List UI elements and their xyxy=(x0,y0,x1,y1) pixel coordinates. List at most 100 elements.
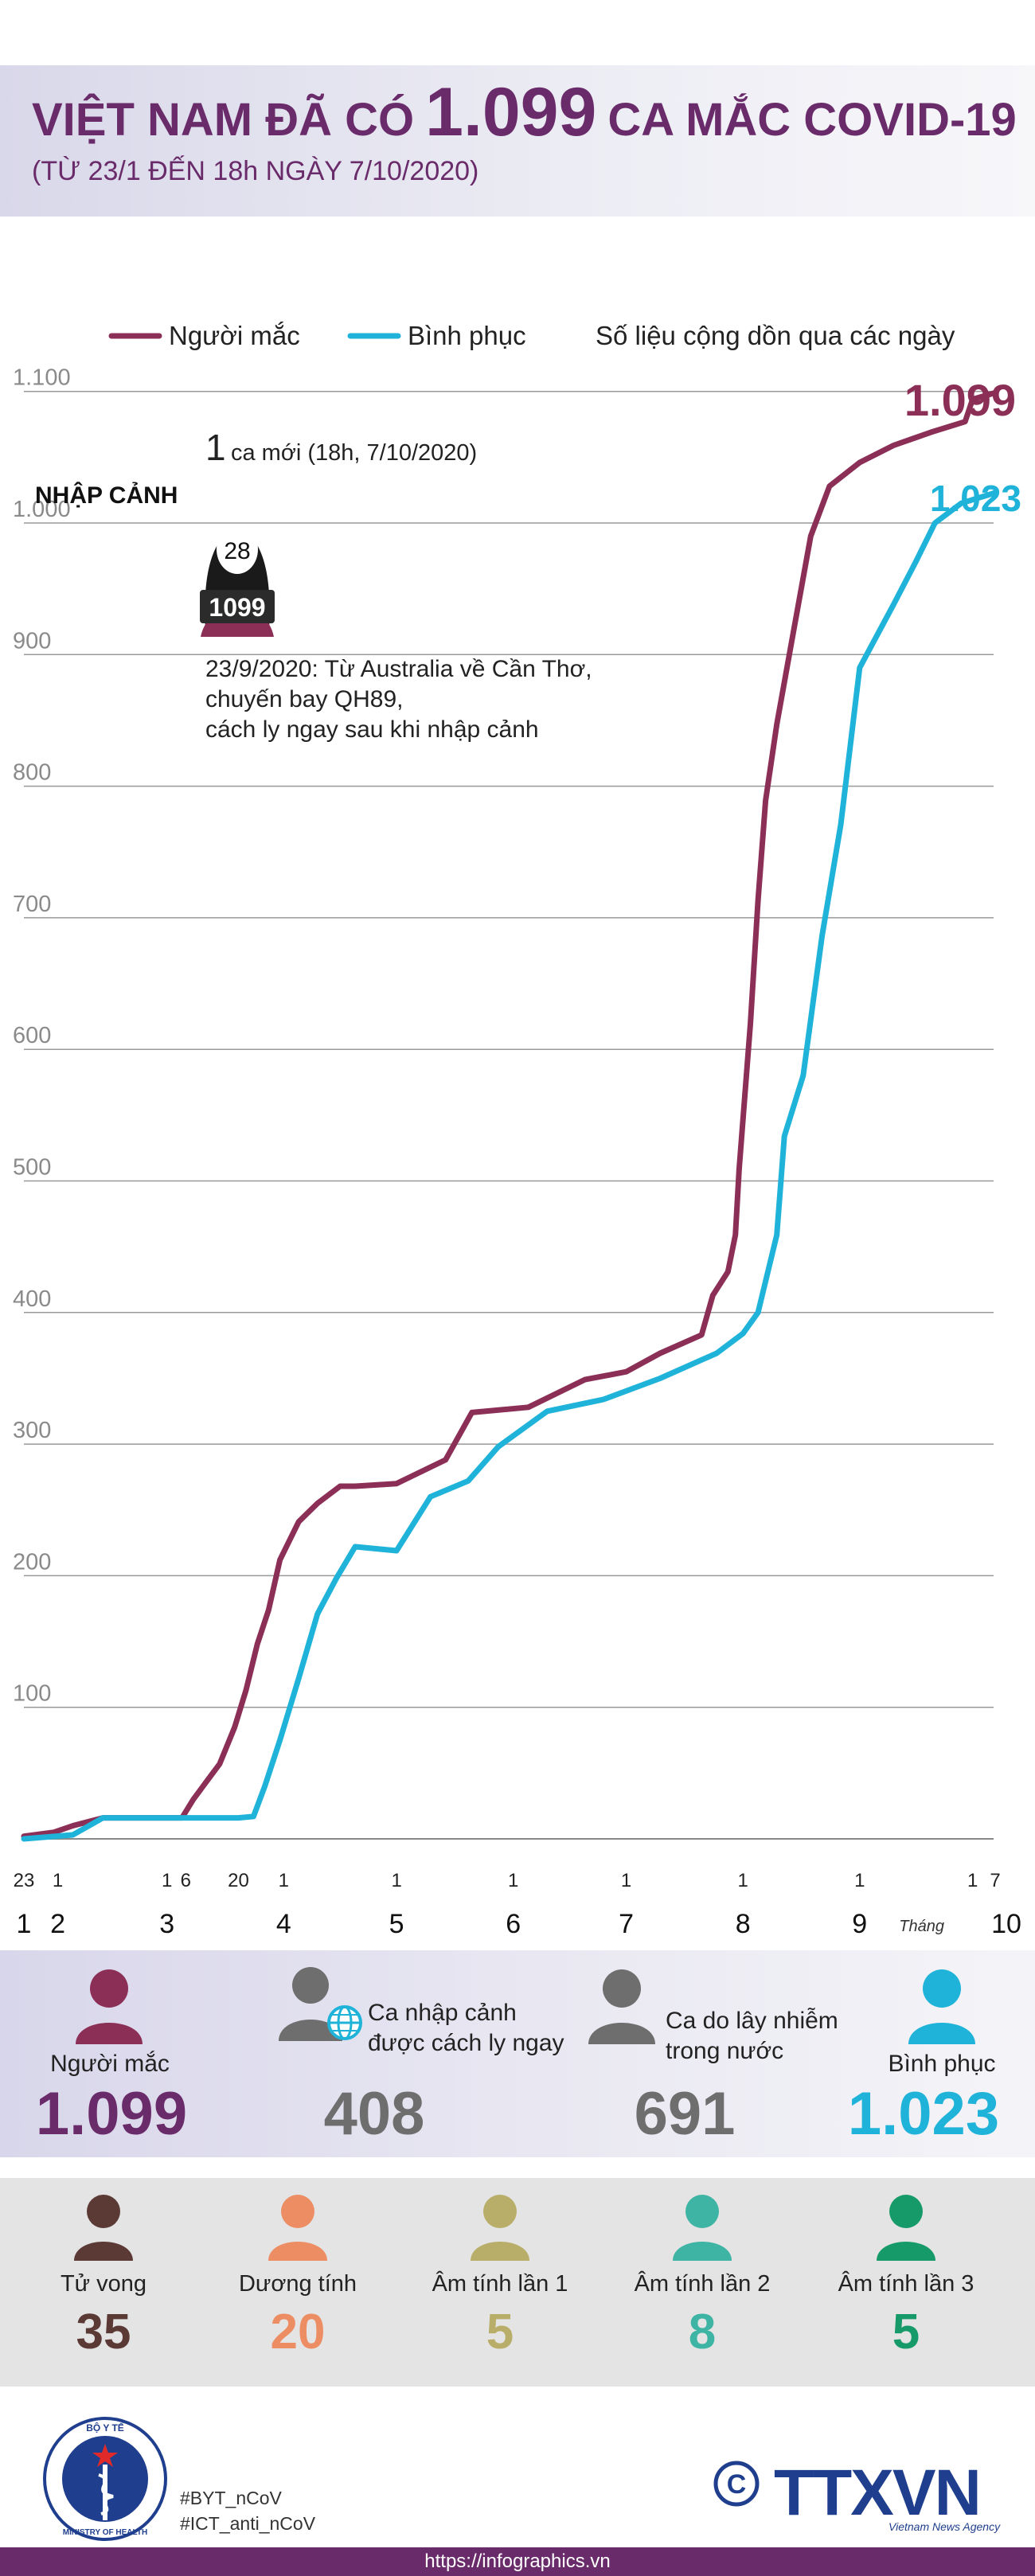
person-icon-recovered xyxy=(908,1969,975,2044)
hashtag-byt: #BYT_nCoV xyxy=(180,2488,282,2508)
page-title: VIỆT NAM ĐÃ CÓ 1.099 CA MẮC COVID-19 xyxy=(32,73,1017,152)
person-icon xyxy=(673,2195,732,2261)
y-tick-label: 900 xyxy=(13,628,51,654)
status-label: Dương tính xyxy=(238,2271,357,2297)
status-band xyxy=(0,2178,1035,2387)
person-icon xyxy=(268,2195,327,2261)
x-month-tick-label: 2 xyxy=(50,1909,65,1939)
status-label: Tử vong xyxy=(60,2271,147,2297)
x-month-tick-label: 1 xyxy=(17,1909,32,1939)
cases-value: 1.099 xyxy=(35,2080,188,2148)
status-value: 20 xyxy=(270,2305,326,2359)
x-month-tick-label: 7 xyxy=(619,1909,634,1939)
y-tick-label: 700 xyxy=(13,892,51,917)
new-case-text: ca mới (18h, 7/10/2020) xyxy=(231,440,477,466)
x-day-tick-label: 1 xyxy=(162,1870,172,1891)
y-tick-label: 100 xyxy=(13,1681,51,1707)
imported-value: 408 xyxy=(323,2080,425,2148)
page-subtitle: (TỪ 23/1 ĐẾN 18h NGÀY 7/10/2020) xyxy=(32,156,479,186)
title-prefix: VIỆT NAM ĐÃ CÓ xyxy=(32,94,415,146)
end-label-recovered: 1.023 xyxy=(930,478,1021,519)
series-line-recovered xyxy=(21,490,998,1842)
detail-line-3: cách ly ngay sau khi nhập cảnh xyxy=(205,716,539,743)
legend-label-cases: Người mắc xyxy=(169,321,300,350)
series-line-cases xyxy=(21,389,998,1840)
footer-url-link[interactable]: https://infographics.vn xyxy=(424,2551,611,2572)
recovered-label: Bình phục xyxy=(888,2051,996,2077)
cases-label: Người mắc xyxy=(50,2051,170,2077)
y-tick-label: 200 xyxy=(13,1549,51,1575)
local-label-2: trong nước xyxy=(666,2038,784,2064)
y-tick-label: 800 xyxy=(13,760,51,786)
status-label: Âm tính lần 1 xyxy=(432,2271,568,2297)
header-band xyxy=(0,65,1035,217)
y-axis-labels: 1002003004005006007008009001.0001.1001.2… xyxy=(13,365,71,1707)
status-item: Âm tính lần 2 8 xyxy=(607,2192,798,2360)
x-month-tick-label: 8 xyxy=(736,1909,751,1939)
status-row: Tử vong 35 Dương tính 20 Âm tính lần 1 5 Âm tí… xyxy=(0,2178,1035,2387)
detail-line-1: 23/9/2020: Từ Australia về Cần Thơ, xyxy=(205,656,592,682)
status-item: Tử vong 35 xyxy=(8,2192,199,2360)
female-patient-icon: 28 1099 xyxy=(200,525,275,637)
status-value: 8 xyxy=(688,2305,717,2359)
recovered-value: 1.023 xyxy=(847,2080,1000,2148)
new-case-annotation: 1 ca mới (18h, 7/10/2020) NHẬP CẢNH 28 1… xyxy=(35,427,592,743)
x-day-tick-label: 1 xyxy=(508,1870,518,1891)
x-day-tick-label: 7 xyxy=(990,1870,1000,1891)
x-month-tick-label: 5 xyxy=(389,1909,404,1939)
person-icon-imported xyxy=(279,1967,362,2041)
status-value: 5 xyxy=(486,2305,514,2359)
person-icon xyxy=(471,2195,529,2261)
x-day-tick-label: 1 xyxy=(53,1870,63,1891)
title-number: 1.099 xyxy=(425,74,597,150)
x-month-tick-label: 3 xyxy=(159,1909,174,1939)
hashtag-ict: #ICT_anti_nCoV xyxy=(180,2513,316,2534)
x-day-tick-label: 1 xyxy=(854,1870,865,1891)
cumulative-cases-chart: 1002003004005006007008009001.0001.1001.2… xyxy=(13,321,1021,1939)
status-item: Âm tính lần 3 5 xyxy=(810,2192,1002,2360)
copyright-icon: C xyxy=(713,2461,760,2507)
logo-text-bottom: MINISTRY OF HEALTH xyxy=(63,2528,147,2537)
y-tick-label: 500 xyxy=(13,1155,51,1181)
x-month-tick-label: 9 xyxy=(852,1909,867,1939)
legend-note: Số liệu cộng dồn qua các ngày xyxy=(596,321,955,350)
chart-legend: Người mắc Bình phục Số liệu cộng dồn qua… xyxy=(108,321,955,350)
title-suffix: CA MẮC COVID-19 xyxy=(607,94,1017,146)
summary-band xyxy=(0,1950,1035,2157)
agency-subtitle: Vietnam News Agency xyxy=(889,2520,1001,2533)
imported-label-2: được cách ly ngay xyxy=(368,2030,564,2056)
x-month-tick-label: 4 xyxy=(276,1909,291,1939)
x-day-tick-label: 6 xyxy=(181,1870,191,1891)
status-label: Âm tính lần 2 xyxy=(634,2271,771,2297)
x-day-tick-label: 1 xyxy=(279,1870,289,1891)
x-day-tick-label: 23 xyxy=(14,1870,35,1891)
ministry-of-health-logo: BỘ Y TẾ MINISTRY OF HEALTH xyxy=(43,2417,167,2541)
status-item: Âm tính lần 1 5 xyxy=(404,2192,596,2360)
agency-logo-text: TTXVN xyxy=(774,2457,982,2529)
imported-label-1: Ca nhập cảnh xyxy=(368,2000,517,2026)
detail-line-2: chuyến bay QH89, xyxy=(205,686,403,712)
y-tick-label: 1.000 xyxy=(13,497,71,522)
patient-age: 28 xyxy=(224,538,250,564)
x-month-tick-label: 6 xyxy=(506,1909,521,1939)
legend-label-recovered: Bình phục xyxy=(408,321,526,350)
person-icon xyxy=(74,2195,133,2261)
status-item: Dương tính 20 xyxy=(202,2192,393,2360)
status-value: 35 xyxy=(76,2305,131,2359)
status-label: Âm tính lần 3 xyxy=(838,2271,974,2297)
x-day-tick-label: 1 xyxy=(391,1870,401,1891)
y-tick-label: 300 xyxy=(13,1418,51,1443)
status-value: 5 xyxy=(892,2305,920,2359)
person-icon-cases xyxy=(76,1969,143,2044)
category-label: NHẬP CẢNH xyxy=(35,482,178,509)
local-label-1: Ca do lây nhiễm xyxy=(666,2008,838,2034)
logo-text-top: BỘ Y TẾ xyxy=(86,2422,124,2434)
patient-number: 1099 xyxy=(209,593,265,622)
x-day-tick-label: 1 xyxy=(737,1870,748,1891)
end-label-cases: 1.099 xyxy=(904,375,1016,425)
person-icon xyxy=(877,2195,935,2261)
y-tick-label: 600 xyxy=(13,1023,51,1048)
new-case-count: 1 xyxy=(205,427,226,468)
x-day-tick-label: 20 xyxy=(228,1870,249,1891)
